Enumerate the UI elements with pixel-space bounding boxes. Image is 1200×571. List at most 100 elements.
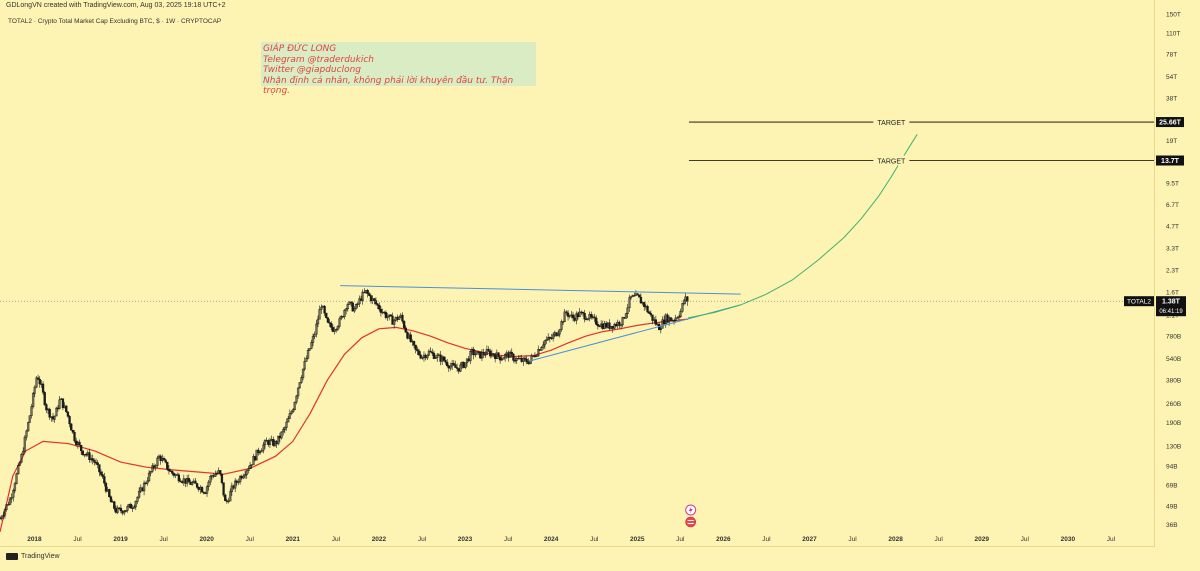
flag-stripe bbox=[687, 520, 694, 521]
current-price-text: 1.38T bbox=[1162, 299, 1181, 306]
candle-body bbox=[80, 444, 83, 452]
candle-body bbox=[449, 365, 452, 369]
candle-body bbox=[280, 431, 283, 439]
candle-body bbox=[30, 406, 33, 416]
x-tick-label: Jul bbox=[246, 536, 255, 543]
candle-body bbox=[113, 501, 116, 509]
y-tick-label: 540B bbox=[1166, 356, 1181, 363]
candle-body bbox=[389, 314, 392, 317]
y-tick-label: 38T bbox=[1166, 95, 1177, 102]
candle-body bbox=[628, 297, 631, 309]
candle-body bbox=[147, 472, 151, 482]
candle-body bbox=[0, 516, 3, 519]
candle-body bbox=[10, 497, 13, 500]
author-note[interactable]: GIÁP ĐỨC LONG Telegram @traderdukich Twi… bbox=[261, 42, 536, 96]
candle-body bbox=[116, 507, 119, 513]
candle-body bbox=[144, 482, 147, 485]
y-tick-label: 19T bbox=[1166, 138, 1177, 145]
candle-body bbox=[164, 459, 167, 463]
candle-body bbox=[108, 489, 111, 498]
candle-body bbox=[401, 314, 404, 322]
candle-body bbox=[452, 363, 455, 366]
candle-body bbox=[402, 320, 406, 329]
candle-body bbox=[480, 352, 484, 359]
candle-body bbox=[230, 485, 234, 493]
target-label-bg-0 bbox=[873, 117, 910, 128]
candle-body bbox=[300, 377, 303, 383]
trendline-resistance bbox=[340, 285, 741, 295]
candle-body bbox=[0, 517, 2, 520]
x-tick-label: Jul bbox=[762, 536, 771, 543]
candle-body bbox=[71, 429, 75, 433]
tradingview-logo[interactable]: TradingView bbox=[6, 553, 60, 560]
candle-body bbox=[376, 303, 379, 306]
candle-body bbox=[681, 303, 684, 312]
x-tick-label: Jul bbox=[159, 536, 168, 543]
candle-body bbox=[15, 473, 18, 484]
x-tick-label: 2023 bbox=[458, 536, 473, 543]
candle-body bbox=[252, 456, 255, 465]
candle-body bbox=[419, 354, 422, 359]
x-tick-label: 2028 bbox=[888, 536, 903, 543]
candle-body bbox=[349, 301, 353, 304]
x-tick-label: 2025 bbox=[630, 536, 645, 543]
candle-body bbox=[510, 351, 513, 355]
candle-body bbox=[633, 295, 636, 297]
candle-body bbox=[36, 377, 40, 380]
candle-body bbox=[303, 360, 306, 370]
candle-body bbox=[315, 323, 318, 335]
targets-layer: TARGET TARGET bbox=[688, 117, 1154, 166]
candle-body bbox=[316, 318, 320, 325]
candle-body bbox=[578, 311, 581, 318]
candle-body bbox=[621, 317, 624, 326]
candle-body bbox=[416, 349, 419, 352]
tradingview-icon bbox=[6, 553, 18, 560]
candle-body bbox=[412, 341, 416, 346]
candle-body bbox=[503, 354, 507, 359]
candle-body bbox=[484, 354, 487, 356]
candle-body bbox=[540, 347, 543, 351]
candle-body bbox=[436, 354, 439, 358]
candle-body bbox=[522, 357, 525, 362]
symbol-title[interactable]: TOTAL2 · Crypto Total Market Cap Excludi… bbox=[8, 18, 222, 25]
x-tick-label: 2026 bbox=[716, 536, 731, 543]
candle-body bbox=[268, 440, 272, 445]
candle-body bbox=[318, 309, 321, 320]
y-tick-label: 4.7T bbox=[1166, 224, 1179, 231]
candle-body bbox=[348, 301, 351, 305]
candle-body bbox=[156, 457, 159, 466]
attribution: GDLongVN created with TradingView.com, A… bbox=[6, 2, 226, 9]
candle-body bbox=[638, 294, 641, 298]
candle-body bbox=[255, 449, 258, 461]
candle-body bbox=[5, 504, 8, 510]
candle-body bbox=[288, 413, 291, 419]
candle-body bbox=[310, 342, 313, 349]
candle-body bbox=[22, 450, 25, 455]
candle-body bbox=[283, 427, 287, 430]
candle-body bbox=[543, 340, 547, 346]
target-label-1: TARGET bbox=[877, 159, 906, 166]
candles-layer bbox=[0, 288, 689, 521]
x-tick-label: 2022 bbox=[372, 536, 387, 543]
candle-body bbox=[354, 303, 358, 310]
x-tick-label: Jul bbox=[73, 536, 82, 543]
candle-body bbox=[575, 313, 578, 321]
candle-body bbox=[151, 465, 154, 472]
candle-body bbox=[356, 303, 359, 305]
y-tick-label: 78T bbox=[1166, 51, 1177, 58]
candle-body bbox=[25, 430, 28, 438]
candle-body bbox=[459, 364, 462, 372]
candle-body bbox=[474, 353, 477, 356]
candle-body bbox=[330, 323, 333, 328]
candle-body bbox=[649, 313, 653, 316]
note-twitter: Twitter @giapduclong bbox=[263, 65, 362, 75]
candle-body bbox=[20, 453, 23, 463]
candle-body bbox=[464, 362, 467, 368]
candle-body bbox=[293, 401, 296, 410]
candle-body bbox=[227, 500, 230, 503]
candle-body bbox=[320, 306, 323, 310]
candle-body bbox=[96, 462, 99, 465]
candle-body bbox=[247, 468, 250, 471]
